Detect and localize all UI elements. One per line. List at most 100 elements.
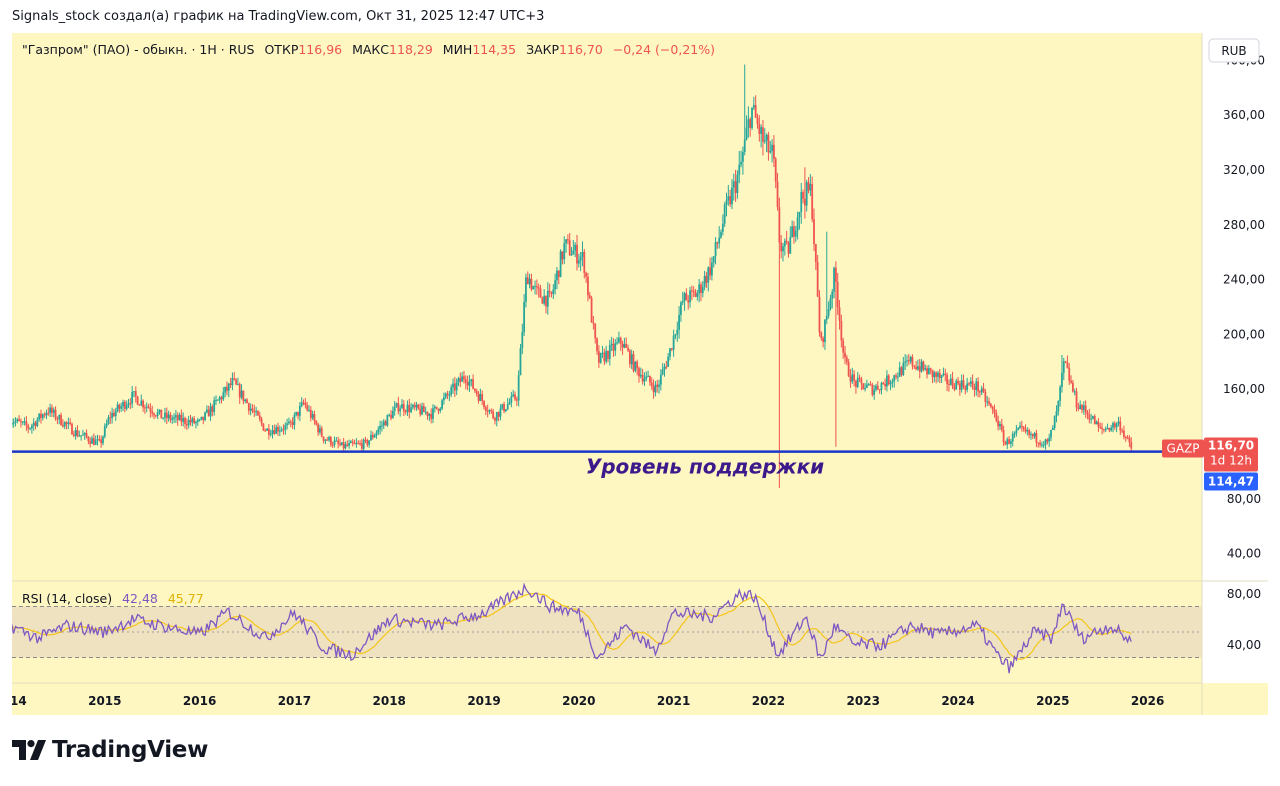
candle-body bbox=[133, 391, 135, 393]
candle-body bbox=[594, 323, 597, 339]
candle-body bbox=[267, 428, 270, 435]
candle-body bbox=[944, 373, 947, 375]
candle-body bbox=[816, 262, 819, 297]
candle-body bbox=[763, 140, 766, 142]
candle-body bbox=[122, 401, 124, 407]
support-price-label: 114,47 bbox=[1208, 475, 1254, 489]
candle-body bbox=[222, 392, 225, 400]
candle-body bbox=[173, 417, 175, 419]
candle-body bbox=[649, 375, 651, 383]
candle-body bbox=[793, 226, 795, 237]
time-tick-label: 2025 bbox=[1036, 694, 1069, 708]
candle-body bbox=[1093, 415, 1096, 425]
candle-body bbox=[794, 230, 797, 237]
candle-body bbox=[328, 437, 330, 441]
legend-symbol: "Газпром" (ПАО) - обыкн. · 1Н · RUS bbox=[22, 42, 255, 57]
candle-body bbox=[443, 397, 445, 401]
candle-body bbox=[526, 277, 529, 285]
candle-body bbox=[670, 348, 673, 350]
candle-body bbox=[255, 411, 258, 413]
candle-body bbox=[619, 337, 622, 344]
candle-body bbox=[969, 381, 972, 385]
time-tick-label: 2014 bbox=[12, 694, 27, 708]
candle-body bbox=[144, 407, 146, 409]
candle-body bbox=[227, 383, 230, 391]
candle-body bbox=[869, 384, 872, 386]
support-price-tag[interactable] bbox=[1204, 472, 1258, 491]
candle-body bbox=[887, 375, 890, 385]
candle-body bbox=[295, 411, 298, 416]
candle-body bbox=[390, 414, 392, 419]
candle-body bbox=[535, 286, 538, 288]
rsi-line bbox=[9, 582, 1132, 674]
candle-body bbox=[975, 381, 978, 391]
candle-body bbox=[855, 380, 857, 387]
time-tick-label: 2017 bbox=[278, 694, 311, 708]
candle-body bbox=[718, 237, 721, 244]
candle-body bbox=[189, 420, 192, 423]
candle-body bbox=[785, 240, 788, 243]
candle-body bbox=[632, 354, 635, 371]
candle-body bbox=[466, 382, 469, 386]
candle-body bbox=[213, 400, 216, 412]
candle-body bbox=[506, 404, 509, 410]
last-price-tag[interactable] bbox=[1204, 437, 1258, 472]
candle-body bbox=[196, 419, 199, 422]
candle-body bbox=[229, 383, 232, 386]
main-pane[interactable] bbox=[12, 33, 1202, 581]
candle-body bbox=[10, 423, 13, 425]
candle-body bbox=[1106, 427, 1109, 430]
candle-body bbox=[1028, 430, 1031, 435]
candle-body bbox=[253, 410, 256, 413]
currency-button[interactable] bbox=[1208, 38, 1260, 63]
candle-body bbox=[320, 428, 323, 437]
price-axis[interactable] bbox=[1202, 33, 1268, 683]
candle-body bbox=[18, 419, 21, 422]
candle-body bbox=[1051, 427, 1054, 431]
candle-body bbox=[340, 442, 343, 446]
candle-body bbox=[302, 402, 305, 404]
candle-body bbox=[1097, 421, 1100, 427]
candle-body bbox=[1057, 401, 1060, 412]
candle-body bbox=[351, 441, 354, 444]
candle-body bbox=[238, 384, 241, 398]
candle-body bbox=[643, 378, 646, 382]
candle-body bbox=[703, 275, 706, 288]
candle-body bbox=[548, 290, 551, 293]
candle-body bbox=[251, 408, 254, 411]
candle-body bbox=[922, 361, 925, 370]
chart-area[interactable]: Уровень поддержки 40,00 80,00 160,00 200,00… bbox=[0, 33, 1268, 715]
candle-body bbox=[83, 433, 86, 435]
candle-body bbox=[906, 360, 908, 362]
ticker-tag[interactable] bbox=[1162, 439, 1204, 458]
time-axis[interactable] bbox=[12, 683, 1268, 715]
candle-body bbox=[1099, 426, 1102, 428]
candle-body bbox=[309, 409, 312, 419]
chart-svg[interactable]: Уровень поддержки 40,00 80,00 160,00 200,00… bbox=[0, 33, 1268, 715]
candle-body bbox=[156, 412, 159, 417]
candle-body bbox=[282, 429, 285, 431]
candle-body bbox=[625, 343, 628, 348]
candle-body bbox=[723, 204, 726, 224]
candle-body bbox=[834, 267, 837, 282]
candle-body bbox=[776, 181, 779, 208]
candle-body bbox=[284, 425, 287, 430]
candle-body bbox=[572, 250, 575, 255]
candle-body bbox=[202, 416, 205, 421]
candle-body bbox=[949, 378, 952, 385]
candle-body bbox=[628, 350, 631, 365]
candle-body bbox=[277, 427, 279, 432]
tradingview-logo[interactable]: TradingView bbox=[12, 737, 208, 763]
candle-body bbox=[669, 348, 671, 357]
candle-body bbox=[27, 425, 30, 429]
candle-body bbox=[297, 411, 299, 416]
rsi-legend-value: 42,48 bbox=[122, 591, 158, 606]
candle-body bbox=[962, 380, 965, 387]
candle-body bbox=[1124, 436, 1127, 438]
candle-body bbox=[811, 184, 814, 220]
candle-body bbox=[1031, 433, 1034, 437]
candle-body bbox=[818, 296, 821, 333]
candle-body bbox=[102, 436, 104, 444]
candle-body bbox=[381, 425, 383, 427]
candle-body bbox=[52, 409, 55, 413]
